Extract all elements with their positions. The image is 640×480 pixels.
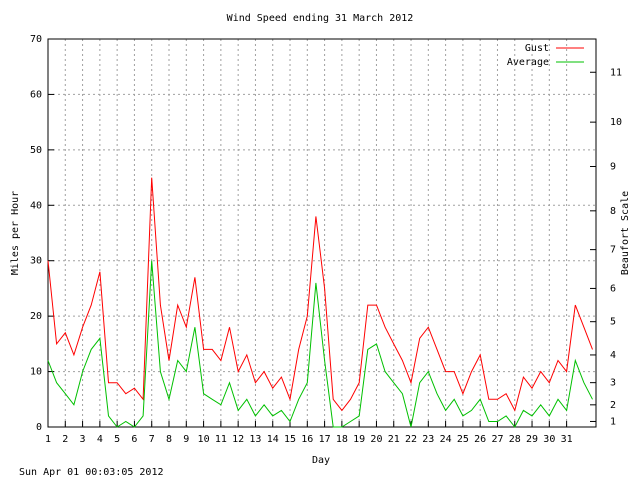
x-tick-label: 29 <box>526 434 538 445</box>
x-tick-label: 3 <box>80 434 86 445</box>
x-tick-label: 22 <box>405 434 417 445</box>
y2-tick-label: 11 <box>610 67 622 78</box>
x-tick-label: 6 <box>131 434 137 445</box>
y2-tick-label: 5 <box>610 317 616 328</box>
legend-label: Gust <box>525 43 549 54</box>
data-line <box>47 177 593 412</box>
y-tick-label: 50 <box>30 145 42 156</box>
x-tick-label: 26 <box>474 434 486 445</box>
x-tick-label: 21 <box>388 434 400 445</box>
chart-title: Wind Speed ending 31 March 2012 <box>227 13 414 24</box>
x-tick-label: 31 <box>561 434 573 445</box>
plot-frame <box>47 38 597 428</box>
x-tick-label: 20 <box>370 434 382 445</box>
x-tick-label: 25 <box>457 434 469 445</box>
x-tick-label: 8 <box>166 434 172 445</box>
y2-tick-label: 10 <box>610 117 622 128</box>
y2-tick-label: 3 <box>610 378 616 389</box>
data-line <box>47 260 593 428</box>
y2-tick-label: 4 <box>610 350 616 361</box>
x-axis-label: Day <box>312 455 330 466</box>
y-tick-label: 30 <box>30 256 42 267</box>
x-tick-label: 12 <box>232 434 244 445</box>
legend-label: Average <box>507 57 549 68</box>
y2-tick-label: 6 <box>610 283 616 294</box>
x-tick-label: 13 <box>249 434 261 445</box>
y-tick-label: 70 <box>30 34 42 45</box>
x-tick-label: 28 <box>509 434 521 445</box>
x-tick-label: 17 <box>319 434 331 445</box>
x-tick-label: 4 <box>97 434 103 445</box>
y-axis-label: Miles per Hour <box>10 191 21 275</box>
x-tick-label: 9 <box>183 434 189 445</box>
y-tick-label: 0 <box>36 422 42 433</box>
x-tick-label: 14 <box>267 434 279 445</box>
y2-tick-label: 7 <box>610 245 616 256</box>
x-tick-label: 15 <box>284 434 296 445</box>
x-tick-label: 11 <box>215 434 227 445</box>
y2-tick-label: 1 <box>610 416 616 427</box>
footer: Sun Apr 01 00:03:05 2012 <box>19 467 164 478</box>
x-tick-label: 1 <box>45 434 51 445</box>
y-tick-label: 20 <box>30 311 42 322</box>
y2-tick-label: 8 <box>610 206 616 217</box>
y2-tick-label: 9 <box>610 161 616 172</box>
x-tick-label: 23 <box>422 434 434 445</box>
x-tick-label: 2 <box>62 434 68 445</box>
x-tick-label: 10 <box>198 434 210 445</box>
x-tick-label: 19 <box>353 434 365 445</box>
y2-axis-label: Beaufort Scale <box>620 191 631 275</box>
x-tick-label: 30 <box>543 434 555 445</box>
y-tick-label: 60 <box>30 89 42 100</box>
x-tick-label: 24 <box>440 434 452 445</box>
y-tick-label: 10 <box>30 367 42 378</box>
x-tick-label: 7 <box>149 434 155 445</box>
x-tick-label: 5 <box>114 434 120 445</box>
x-tick-label: 27 <box>491 434 503 445</box>
x-tick-label: 18 <box>336 434 348 445</box>
y2-tick-label: 2 <box>610 400 616 411</box>
y-tick-label: 40 <box>30 200 42 211</box>
x-tick-label: 16 <box>301 434 313 445</box>
